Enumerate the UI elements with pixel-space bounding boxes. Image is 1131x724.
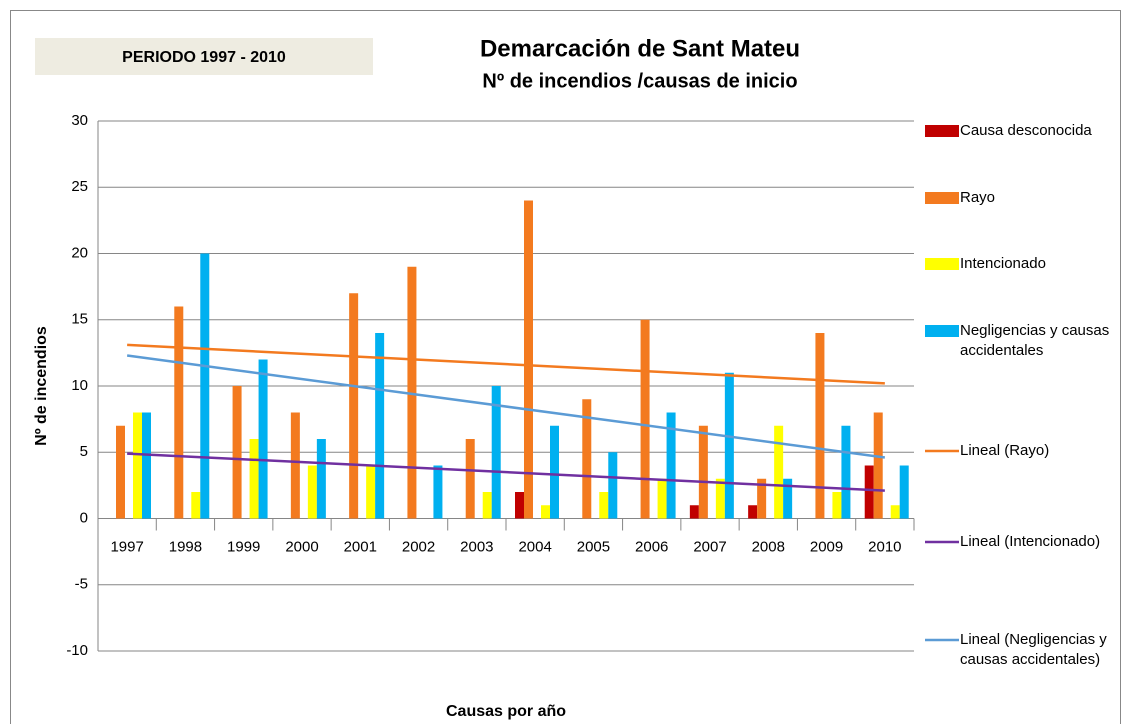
bar — [316, 439, 326, 519]
legend-swatch — [925, 192, 959, 204]
bar — [864, 465, 874, 519]
bar — [657, 478, 667, 519]
bar — [873, 412, 883, 519]
chart-title: Demarcación de Sant Mateu — [480, 35, 800, 62]
legend-swatch — [925, 125, 959, 137]
bar — [491, 386, 501, 519]
bar — [232, 386, 242, 519]
bar — [832, 492, 842, 519]
legend-label: Rayo — [960, 189, 996, 206]
bar — [200, 253, 210, 519]
bar — [191, 492, 201, 519]
x-tick-label: 2002 — [402, 538, 435, 555]
bar — [640, 319, 650, 519]
x-tick-label: 2005 — [577, 538, 610, 555]
y-tick-label: 0 — [80, 509, 88, 526]
bar — [783, 478, 793, 519]
bar — [689, 505, 699, 519]
legend-label: Lineal (Intencionado) — [960, 533, 1101, 550]
x-tick-label: 2000 — [285, 538, 318, 555]
bar — [116, 425, 125, 519]
x-axis-label: Causas por año — [446, 703, 566, 720]
bar — [307, 465, 317, 519]
bar — [890, 505, 900, 519]
legend-label: Negligencias y causas accidentales — [960, 322, 1110, 359]
bar — [748, 505, 758, 519]
bar — [515, 492, 524, 519]
bar — [524, 200, 533, 519]
bar — [774, 425, 784, 519]
bar — [550, 425, 559, 519]
legend-swatch — [925, 325, 959, 337]
legend-label: Lineal (Negligencias y causas accidental… — [960, 631, 1107, 668]
y-tick-label: 30 — [71, 112, 88, 129]
x-tick-label: 1999 — [227, 538, 260, 555]
bar — [366, 465, 376, 519]
bar — [349, 293, 359, 519]
legend-label: Lineal (Rayo) — [960, 442, 1050, 459]
x-tick-label: 2007 — [693, 538, 726, 555]
bar — [249, 439, 259, 519]
bar — [290, 412, 300, 519]
chart-subtitle: Nº de incendios /causas de inicio — [482, 70, 797, 92]
y-tick-label: 15 — [71, 311, 88, 328]
bar — [433, 465, 443, 519]
trendline — [127, 343, 885, 385]
x-tick-label: 1997 — [110, 538, 143, 555]
y-tick-label: 5 — [80, 443, 88, 460]
bar — [724, 372, 734, 519]
bar — [815, 333, 825, 519]
trendline — [127, 452, 885, 492]
bar — [174, 306, 184, 519]
bar — [841, 425, 851, 519]
y-tick-label: 10 — [71, 377, 88, 394]
bar — [541, 505, 550, 519]
bar — [698, 425, 708, 519]
x-tick-label: 2006 — [635, 538, 668, 555]
bar — [142, 412, 151, 519]
bar — [608, 452, 618, 519]
y-tick-label: 20 — [71, 244, 88, 261]
x-tick-label: 1998 — [169, 538, 202, 555]
bar — [582, 399, 592, 519]
x-tick-label: 2010 — [868, 538, 901, 555]
legend-swatch — [925, 258, 959, 270]
bar — [599, 492, 609, 519]
bar — [375, 333, 385, 519]
x-tick-label: 2001 — [344, 538, 377, 555]
bar — [715, 478, 725, 519]
trendline — [126, 354, 886, 459]
y-tick-label: -10 — [66, 642, 88, 659]
chart-border — [10, 10, 1121, 724]
bar — [258, 359, 268, 519]
legend-label: Intencionado — [960, 255, 1046, 272]
y-tick-label: 25 — [71, 178, 88, 195]
period-box — [35, 38, 373, 75]
x-tick-label: 2004 — [518, 538, 551, 555]
bar — [899, 465, 909, 519]
y-axis-label: Nº de incendios — [33, 326, 50, 446]
x-tick-label: 2009 — [810, 538, 843, 555]
y-tick-label: -5 — [75, 576, 88, 593]
bar — [482, 492, 492, 519]
x-tick-label: 2003 — [460, 538, 493, 555]
bar — [666, 412, 676, 519]
legend-label: Causa desconocida — [960, 122, 1092, 139]
bar — [757, 478, 767, 519]
bar — [465, 439, 475, 519]
bar — [133, 412, 142, 519]
x-tick-label: 2008 — [752, 538, 785, 555]
period-label: PERIODO 1997 - 2010 — [122, 49, 286, 66]
